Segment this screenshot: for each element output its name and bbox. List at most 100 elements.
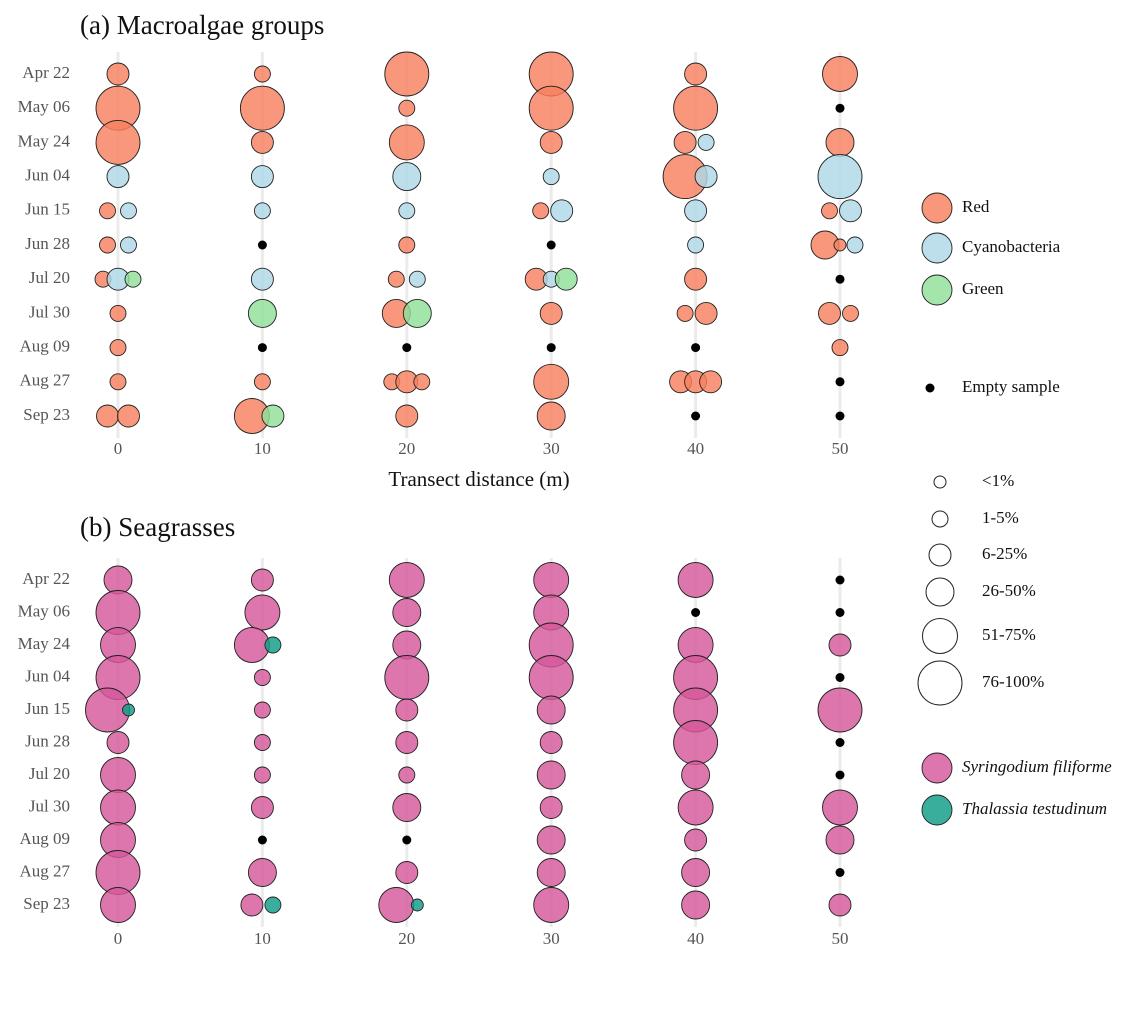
bubble [253, 734, 271, 751]
empty-sample [835, 608, 845, 617]
y-tick-label: May 06 [18, 601, 70, 620]
empty-sample [835, 770, 845, 780]
bubble [250, 165, 274, 189]
bubble [240, 893, 264, 917]
bubble [833, 238, 847, 252]
empty-sample [835, 411, 845, 421]
legend-label: Syringodium filiforme [962, 757, 1112, 776]
y-tick-label: Jul 30 [29, 302, 70, 321]
bubble [109, 339, 127, 357]
bubble [384, 51, 430, 97]
bubble [681, 760, 711, 790]
bubble [387, 270, 405, 288]
bubble [395, 404, 419, 428]
legend-label: Empty sample [962, 377, 1060, 396]
bubble [536, 401, 566, 431]
x-tick-label: 30 [543, 929, 560, 948]
legend-label: Thalassia testudinum [962, 799, 1107, 818]
bubble [539, 130, 563, 154]
empty-sample [835, 103, 845, 113]
empty-sample [691, 411, 701, 421]
bubble [687, 236, 705, 254]
legend-swatch [925, 383, 935, 393]
x-tick-label: 50 [832, 929, 849, 948]
empty-sample [257, 835, 267, 845]
legend-label: Red [962, 197, 990, 216]
bubble [109, 304, 127, 322]
bubble [684, 199, 708, 223]
bubble [694, 301, 718, 325]
x-tick-label: 0 [114, 929, 123, 948]
bubble [122, 703, 135, 717]
bubble [106, 165, 130, 189]
legend-label: Cyanobacteria [962, 237, 1061, 256]
x-tick-label: 40 [687, 439, 704, 458]
bubble [539, 731, 563, 754]
bubble [109, 373, 127, 391]
bubble [839, 199, 862, 223]
bubble [410, 898, 424, 912]
bubble [697, 133, 715, 151]
bubble [253, 701, 271, 719]
size-legend-circle [928, 543, 952, 567]
bubble [253, 202, 271, 220]
x-axis-label: Transect distance (m) [388, 467, 569, 491]
bubble [96, 404, 119, 428]
bubble [846, 236, 864, 254]
bubble [395, 698, 419, 722]
bubble [100, 757, 136, 793]
empty-sample [835, 868, 845, 877]
bubble [533, 562, 570, 598]
y-tick-label: Jul 20 [29, 764, 70, 783]
bubble [536, 825, 566, 855]
legend-swatch [921, 794, 953, 826]
bubble [106, 731, 130, 754]
bubble [253, 669, 271, 686]
y-tick-label: Jun 15 [25, 699, 70, 718]
bubble [539, 796, 563, 819]
size-legend-label: 26-50% [982, 581, 1036, 600]
bubble [533, 363, 570, 400]
bubble [817, 154, 863, 200]
y-tick-label: Apr 22 [22, 569, 70, 588]
empty-sample [402, 835, 412, 845]
bubble [398, 766, 416, 784]
bubble [392, 162, 422, 192]
y-tick-label: May 24 [18, 131, 71, 150]
bubble [528, 655, 574, 700]
bubble [413, 373, 431, 391]
bubble [818, 301, 841, 325]
bubble [542, 168, 560, 186]
x-tick-label: 30 [543, 439, 560, 458]
y-tick-label: Aug 09 [19, 829, 70, 848]
bubble [100, 887, 136, 923]
bubble [398, 99, 416, 117]
bubble [822, 56, 858, 92]
bubble [673, 130, 697, 154]
bubble [673, 85, 719, 131]
y-tick-label: Aug 27 [19, 861, 70, 880]
bubble [681, 858, 711, 887]
bubble [392, 598, 422, 627]
bubble [694, 165, 718, 189]
bubble [828, 633, 852, 657]
y-tick-label: Jul 20 [29, 268, 70, 287]
size-legend-label: 51-75% [982, 625, 1036, 644]
size-legend-label: 6-25% [982, 544, 1027, 563]
y-tick-label: Aug 09 [19, 337, 70, 356]
bubble [117, 404, 140, 428]
size-legend-label: <1% [982, 471, 1014, 490]
bubble [384, 655, 430, 700]
legend-swatch [921, 192, 953, 224]
bubble [233, 627, 270, 663]
y-tick-label: Jun 04 [25, 166, 70, 185]
bubble [253, 65, 271, 83]
bubble [684, 62, 708, 86]
bubble [554, 267, 578, 291]
empty-sample [402, 343, 412, 353]
x-tick-label: 50 [832, 439, 849, 458]
y-tick-label: Apr 22 [22, 63, 70, 82]
y-tick-label: Aug 27 [19, 371, 70, 390]
bubble [261, 404, 285, 428]
empty-sample [835, 274, 845, 284]
